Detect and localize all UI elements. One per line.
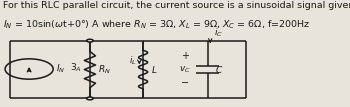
Text: $i_C$: $i_C$: [214, 26, 223, 39]
Text: −: −: [181, 78, 189, 88]
Text: $L$: $L$: [151, 64, 157, 75]
Text: $i_L$: $i_L$: [129, 55, 137, 67]
Text: +: +: [181, 51, 189, 61]
Text: $C$: $C$: [215, 64, 224, 75]
Circle shape: [86, 97, 93, 100]
Text: $v_C$: $v_C$: [179, 64, 191, 75]
Text: $3_A$: $3_A$: [70, 61, 82, 74]
Text: $I_N$: $I_N$: [56, 63, 65, 75]
Text: $I_N$ = 10sin($\omega$t+0°) A where $R_N$ = 3Ω, $X_L$ = 9Ω, $X_C$ = 6Ω, f=200Hz: $I_N$ = 10sin($\omega$t+0°) A where $R_N…: [2, 18, 310, 31]
Text: $R_N$: $R_N$: [98, 63, 110, 76]
Text: For this RLC parallel circuit, the current source is a sinusoidal signal given a: For this RLC parallel circuit, the curre…: [2, 1, 350, 10]
Circle shape: [86, 39, 93, 42]
